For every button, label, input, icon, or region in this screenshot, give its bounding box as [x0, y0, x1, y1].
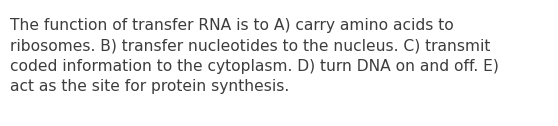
Text: The function of transfer RNA is to A) carry amino acids to
ribosomes. B) transfe: The function of transfer RNA is to A) ca… — [10, 18, 499, 94]
